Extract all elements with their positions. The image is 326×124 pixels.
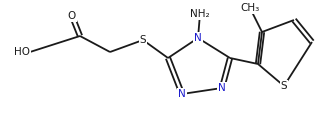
Text: HO: HO (14, 47, 30, 57)
Text: N: N (194, 33, 202, 43)
Text: O: O (68, 11, 76, 21)
Text: S: S (281, 81, 287, 91)
Text: N: N (178, 89, 186, 99)
Text: CH₃: CH₃ (240, 3, 259, 13)
Text: NH₂: NH₂ (190, 9, 210, 19)
Text: N: N (218, 83, 226, 93)
Text: S: S (140, 35, 146, 45)
